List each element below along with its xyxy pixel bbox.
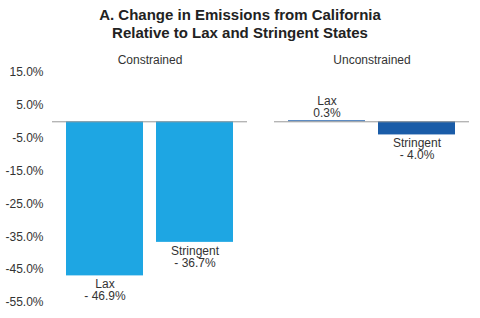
svg-text:Stringent- 36.7%: Stringent- 36.7% (171, 244, 220, 270)
svg-text:Lax- 46.9%: Lax- 46.9% (84, 277, 126, 303)
svg-text:Constrained: Constrained (118, 53, 183, 67)
svg-text:-45.0%: -45.0% (5, 262, 43, 276)
svg-text:15.0%: 15.0% (9, 65, 43, 79)
html-text:A. Change in Emissions from Ca: A. Change in Emissions from California R… (99, 6, 381, 41)
svg-text:Stringent- 4.0%: Stringent- 4.0% (393, 136, 442, 162)
svg-text:-35.0%: -35.0% (5, 230, 43, 244)
svg-text:-5.0%: -5.0% (12, 131, 44, 145)
svg-text:Unconstrained: Unconstrained (333, 53, 410, 67)
svg-text:5.0%: 5.0% (16, 98, 44, 112)
svg-text:-15.0%: -15.0% (5, 164, 43, 178)
svg-text:-55.0%: -55.0% (5, 295, 43, 309)
svg-text:Lax0.3%: Lax0.3% (313, 94, 341, 120)
svg-text:-25.0%: -25.0% (5, 197, 43, 211)
